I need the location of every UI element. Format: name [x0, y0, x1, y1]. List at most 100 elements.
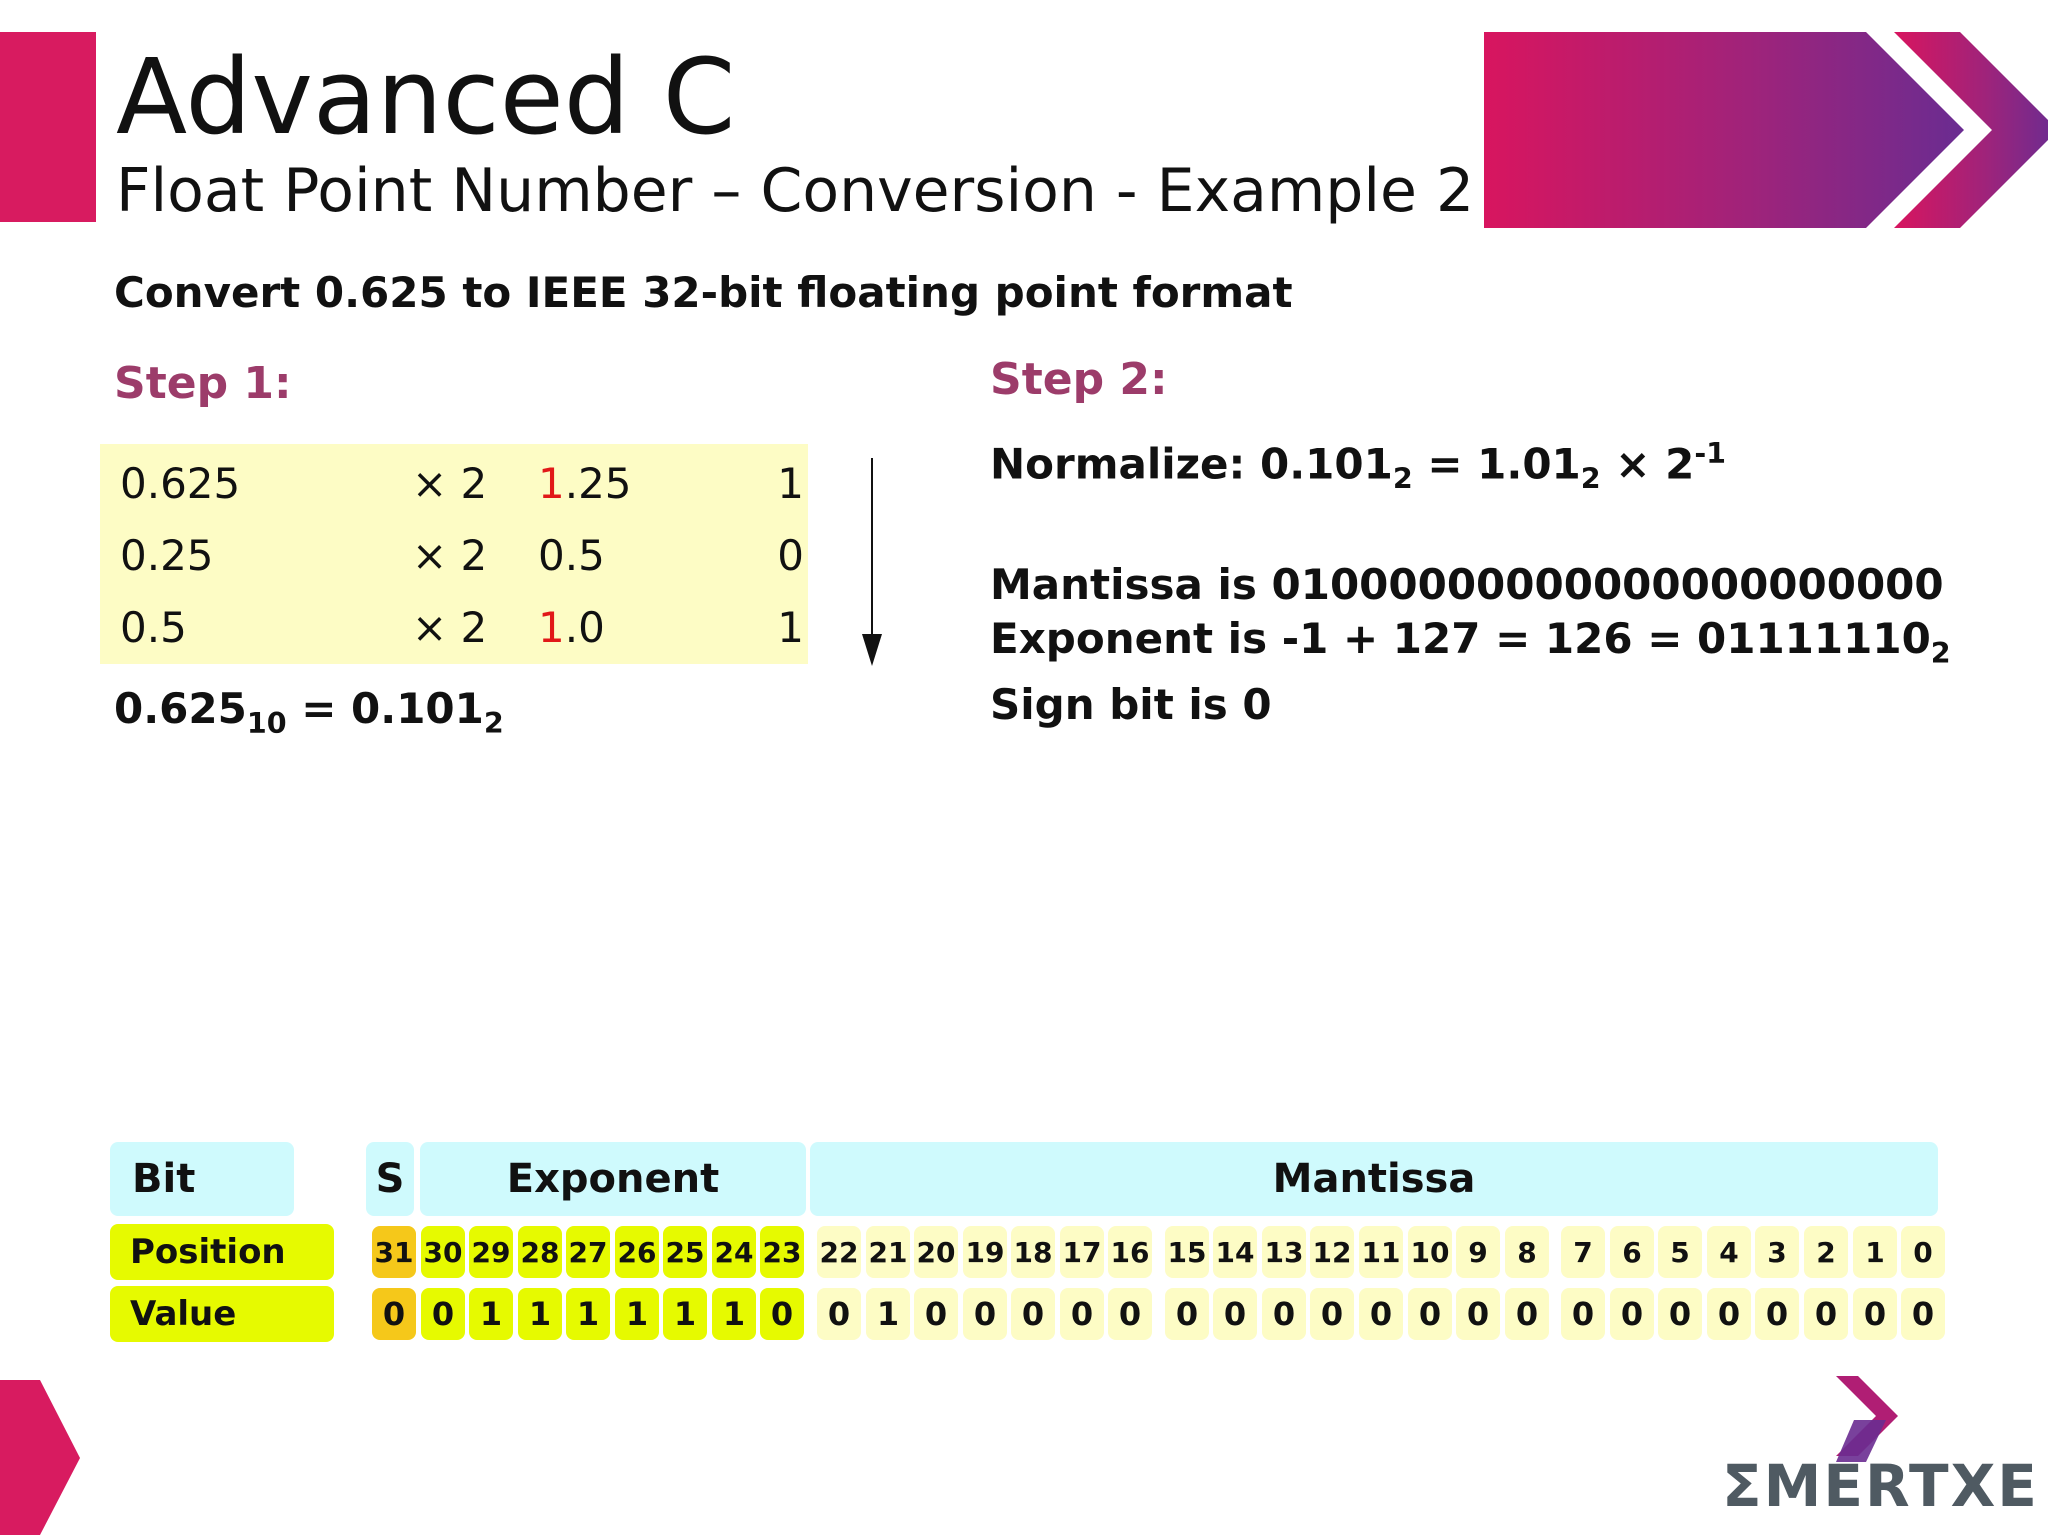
step1-row: 0.5 × 2 1.0 1 — [100, 592, 808, 664]
bit-position-cell: 21 — [866, 1226, 910, 1278]
step1-row: 0.625 × 2 1.25 1 — [100, 448, 808, 520]
bit-value-cell: 0 — [1901, 1288, 1945, 1340]
bit-position-cell: 29 — [469, 1226, 513, 1278]
bit-value-cell: 0 — [1408, 1288, 1452, 1340]
result-decimal: 0.625 — [114, 684, 247, 733]
bit-value-cell: 0 — [1165, 1288, 1209, 1340]
bit-value-cell: 0 — [1060, 1288, 1104, 1340]
bit-value-cell: 0 — [914, 1288, 958, 1340]
bit-header: Bit — [110, 1142, 294, 1216]
header-chevron-banner — [1484, 32, 2048, 228]
bit-value-cell: 0 — [1359, 1288, 1403, 1340]
bit-position-cell: 22 — [817, 1226, 861, 1278]
down-arrow-icon — [862, 458, 882, 666]
bit-position-cell: 1 — [1853, 1226, 1897, 1278]
result-binary-base: 2 — [483, 705, 504, 740]
page-subtitle: Float Point Number – Conversion - Exampl… — [116, 156, 1475, 226]
bit-value-cell: 0 — [1108, 1288, 1152, 1340]
bit-position-cell: 14 — [1213, 1226, 1257, 1278]
bit-position-cell: 16 — [1108, 1226, 1152, 1278]
bit-value-cell: 0 — [963, 1288, 1007, 1340]
bit-position-cell: 23 — [760, 1226, 804, 1278]
bit-value-cell: 0 — [1707, 1288, 1751, 1340]
bit-position-cell: 18 — [1011, 1226, 1055, 1278]
step1-result: 1.25 — [538, 448, 632, 520]
bit-value-cell: 0 — [372, 1288, 416, 1340]
normalize-base-1: 2 — [1392, 461, 1413, 496]
normalize-multiplier: × 2 — [1600, 439, 1695, 489]
normalize-base-2: 2 — [1580, 461, 1601, 496]
bit-value-cell: 0 — [1610, 1288, 1654, 1340]
bit-value-cell: 0 — [760, 1288, 804, 1340]
step1-multiplication-table: 0.625 × 2 1.25 1 0.25 × 2 0.5 0 0.5 × 2 … — [100, 444, 808, 664]
bit-position-cell: 25 — [663, 1226, 707, 1278]
step1-number: 0.5 — [120, 603, 187, 652]
banner-arrow-shape — [1484, 32, 1964, 228]
step1-result-fraction: .0 — [564, 603, 605, 652]
bit-value-cell: 1 — [615, 1288, 659, 1340]
bit-position-cell: 24 — [712, 1226, 756, 1278]
step1-heading: Step 1: — [114, 358, 292, 409]
normalize-prefix: Normalize: 0.101 — [990, 439, 1393, 489]
bit-value-cell: 0 — [1262, 1288, 1306, 1340]
step1-conversion-result: 0.62510 = 0.1012 — [114, 684, 504, 740]
bit-position-cell: 31 — [372, 1226, 416, 1278]
step1-multiplier: × 2 — [412, 531, 488, 580]
bit-position-cell: 5 — [1658, 1226, 1702, 1278]
value-row-label: Value — [110, 1286, 334, 1342]
result-decimal-base: 10 — [246, 705, 287, 740]
bit-value-cell: 1 — [518, 1288, 562, 1340]
exponent-base: 2 — [1930, 635, 1951, 670]
normalize-exponent: -1 — [1694, 436, 1727, 470]
bit-value-cell: 0 — [817, 1288, 861, 1340]
bit-position-cell: 10 — [1408, 1226, 1452, 1278]
normalize-line: Normalize: 0.1012 = 1.012 × 2-1 — [990, 436, 1726, 496]
mantissa-line: Mantissa is 01000000000000000000000 — [990, 560, 1944, 609]
mantissa-header: Mantissa — [810, 1142, 1938, 1216]
result-equals: = — [286, 684, 352, 733]
bit-position-cell: 26 — [615, 1226, 659, 1278]
bit-position-cell: 4 — [1707, 1226, 1751, 1278]
bit-position-cell: 19 — [963, 1226, 1007, 1278]
bit-value-cell: 1 — [663, 1288, 707, 1340]
bit-value-cell: 0 — [1505, 1288, 1549, 1340]
bit-position-cell: 6 — [1610, 1226, 1654, 1278]
bit-position-cell: 17 — [1060, 1226, 1104, 1278]
bit-value-cell: 1 — [866, 1288, 910, 1340]
bit-position-cell: 28 — [518, 1226, 562, 1278]
emertxe-logo-text: ΣMERTXE — [1722, 1452, 2039, 1520]
bit-value-cell: 1 — [566, 1288, 610, 1340]
step1-result-integer: 1 — [538, 603, 565, 652]
bit-position-cell: 15 — [1165, 1226, 1209, 1278]
bit-value-cell: 0 — [1853, 1288, 1897, 1340]
step1-bit: 0 — [777, 531, 804, 580]
bit-position-cell: 13 — [1262, 1226, 1306, 1278]
corner-arrow-icon — [0, 1380, 80, 1535]
bit-position-cell: 2 — [1804, 1226, 1848, 1278]
bit-value-cell: 0 — [1561, 1288, 1605, 1340]
sign-header: S — [366, 1142, 414, 1216]
bit-position-cell: 27 — [566, 1226, 610, 1278]
header-accent-bar — [0, 32, 96, 222]
bit-value-cell: 0 — [1804, 1288, 1848, 1340]
step1-result: 1.0 — [538, 592, 605, 664]
step1-result-fraction: .5 — [564, 531, 605, 580]
bit-position-cell: 9 — [1456, 1226, 1500, 1278]
result-binary: 0.101 — [351, 684, 484, 733]
bit-position-cell: 8 — [1505, 1226, 1549, 1278]
step1-bit: 1 — [777, 459, 804, 508]
bit-value-cell: 0 — [1456, 1288, 1500, 1340]
bit-position-cell: 0 — [1901, 1226, 1945, 1278]
bit-value-cell: 1 — [469, 1288, 513, 1340]
sign-bit-line: Sign bit is 0 — [990, 680, 1272, 729]
step1-bit: 1 — [777, 603, 804, 652]
normalize-normalized: = 1.01 — [1412, 439, 1581, 489]
bit-value-cell: 0 — [1213, 1288, 1257, 1340]
step1-result-integer: 0 — [538, 531, 565, 580]
task-statement: Convert 0.625 to IEEE 32-bit floating po… — [114, 268, 1293, 317]
exponent-line: Exponent is -1 + 127 = 126 = 011111102 — [990, 614, 1951, 670]
step1-multiplier: × 2 — [412, 459, 488, 508]
banner-chevron-icon — [1894, 32, 2048, 228]
bit-value-cell: 0 — [1011, 1288, 1055, 1340]
